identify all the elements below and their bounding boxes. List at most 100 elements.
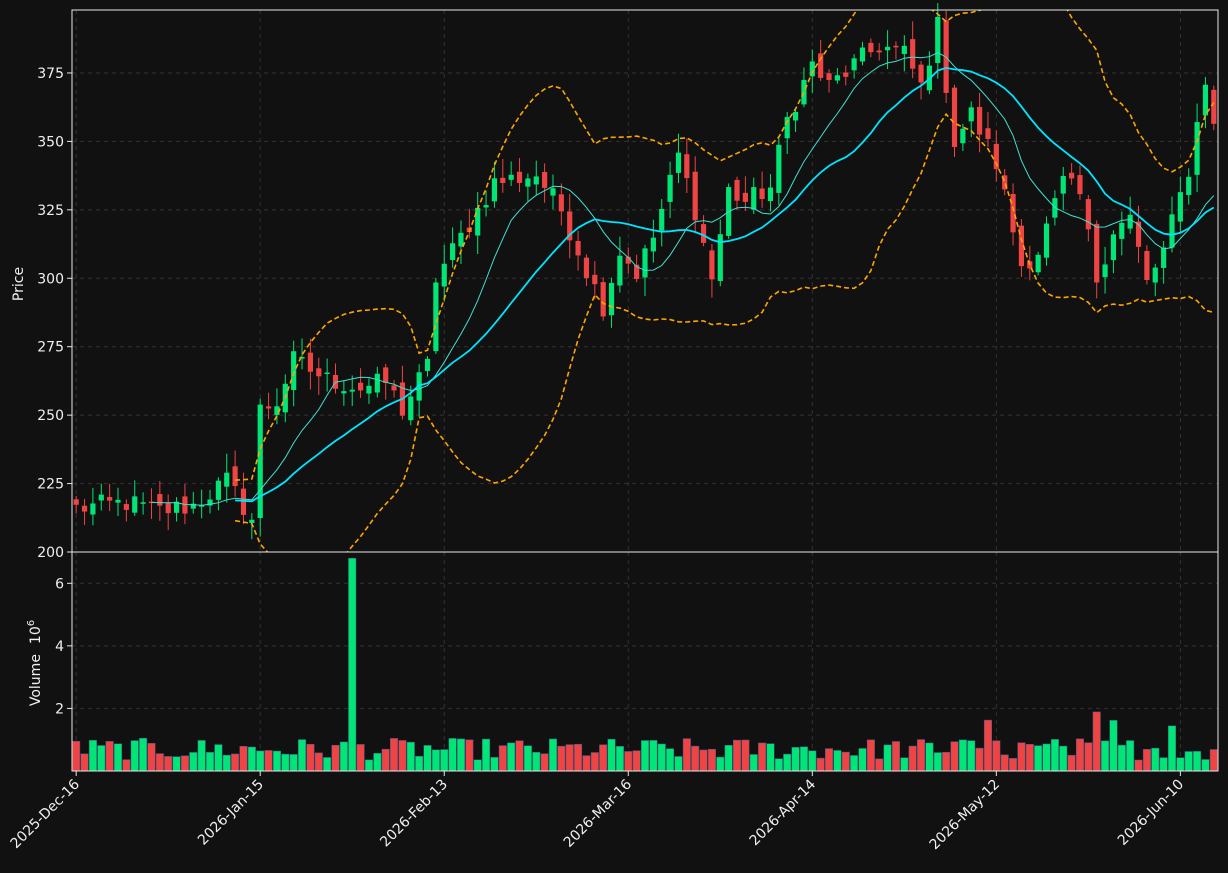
volume-bar [406,741,415,772]
candle-body [1085,199,1091,230]
price-indicator-lines [151,10,1215,552]
volume-bar [1109,720,1118,772]
price-axis-label: Price [11,267,27,301]
candle-body [1069,172,1075,179]
volume-bar [398,740,407,772]
volume-bar [950,741,959,772]
volume-bar [473,759,482,772]
volume-bar [189,752,198,772]
candle-body [809,61,815,77]
volume-bar [88,740,97,772]
candle-body [165,502,171,514]
volume-bar [741,739,750,772]
candle-body [1010,193,1016,233]
volume-bar [749,754,758,772]
candle-body [1060,176,1066,194]
candle-body [1177,192,1183,222]
volume-bar [139,737,148,772]
candle-body [700,224,707,243]
volume-bar [1101,740,1110,772]
volume-bar [1142,749,1151,772]
volume-bar [649,740,658,772]
volume-bar [691,745,700,772]
volume-bar [783,753,792,772]
candle-body [157,494,163,506]
volume-bar [682,738,691,772]
volume-bar [1042,743,1051,772]
candle-body [1186,176,1192,196]
candle-body [600,282,606,317]
volume-bar [381,748,390,772]
volume-bar [264,750,273,772]
candle-body [851,58,857,71]
volume-bar [348,558,357,772]
volume-bar [833,750,842,772]
candle-body [558,194,564,212]
candle-body [1152,267,1158,283]
volume-bar [841,751,850,772]
volume-bar [967,740,976,772]
bollinger-upper-line [235,10,1215,481]
volume-bar [281,753,290,772]
candle-body [232,466,238,487]
candle-body [742,192,748,202]
volume-bar [799,746,808,772]
candle-body [274,406,280,416]
volume-bar [640,740,650,772]
candle-body [1119,222,1125,239]
volume-tick-label: 4 [55,639,64,655]
volume-bar [1084,742,1093,772]
volume-bar [574,743,583,772]
candle-body [751,187,757,210]
candle-body [81,505,88,512]
candle-body [1077,175,1083,195]
volume-axis-label: Volume106 [26,620,44,706]
candle-body [148,501,155,504]
volume-bar [423,745,432,772]
candle-body [1018,225,1025,267]
candle-body [366,385,372,394]
volume-bar [774,758,783,772]
volume-bar [758,742,767,772]
candle-body [951,87,958,148]
candle-body [717,234,723,281]
volume-bar [339,741,348,772]
candle-body [985,128,991,139]
candle-body [876,50,882,53]
volume-bar [1117,744,1126,772]
volume-bar [465,739,474,772]
volume-bar [1209,749,1218,772]
candle-body [299,357,305,359]
candle-body [617,255,623,286]
volume-bar [582,755,591,772]
candle-body [516,171,523,183]
price-tick-label: 275 [37,340,64,356]
volume-bar [490,757,499,772]
volume-bar [448,738,457,772]
volume-bar [958,739,967,772]
volume-bar [373,753,382,772]
volume-bar [122,759,131,772]
volume-bar [933,752,942,772]
candle-body [173,501,180,513]
candle-body [659,208,665,231]
volume-bar [356,744,365,772]
volume-bar [80,753,89,772]
candle-body [1211,89,1217,124]
candle-body [391,385,397,391]
candle-body [918,64,924,83]
volume-bar [1067,754,1076,772]
candle-body [1110,234,1117,261]
volume-bar [1201,759,1210,772]
volume-bar [331,744,340,772]
volume-bar [306,743,315,772]
candle-body [316,368,322,377]
volume-bar [164,756,173,772]
candle-body [525,178,531,187]
candle-body [1035,254,1041,273]
volume-bar [431,749,440,772]
candle-body [692,171,698,221]
volume-bar [1092,711,1101,772]
volume-bar [197,740,206,772]
volume-tick-label: 2 [55,701,64,717]
